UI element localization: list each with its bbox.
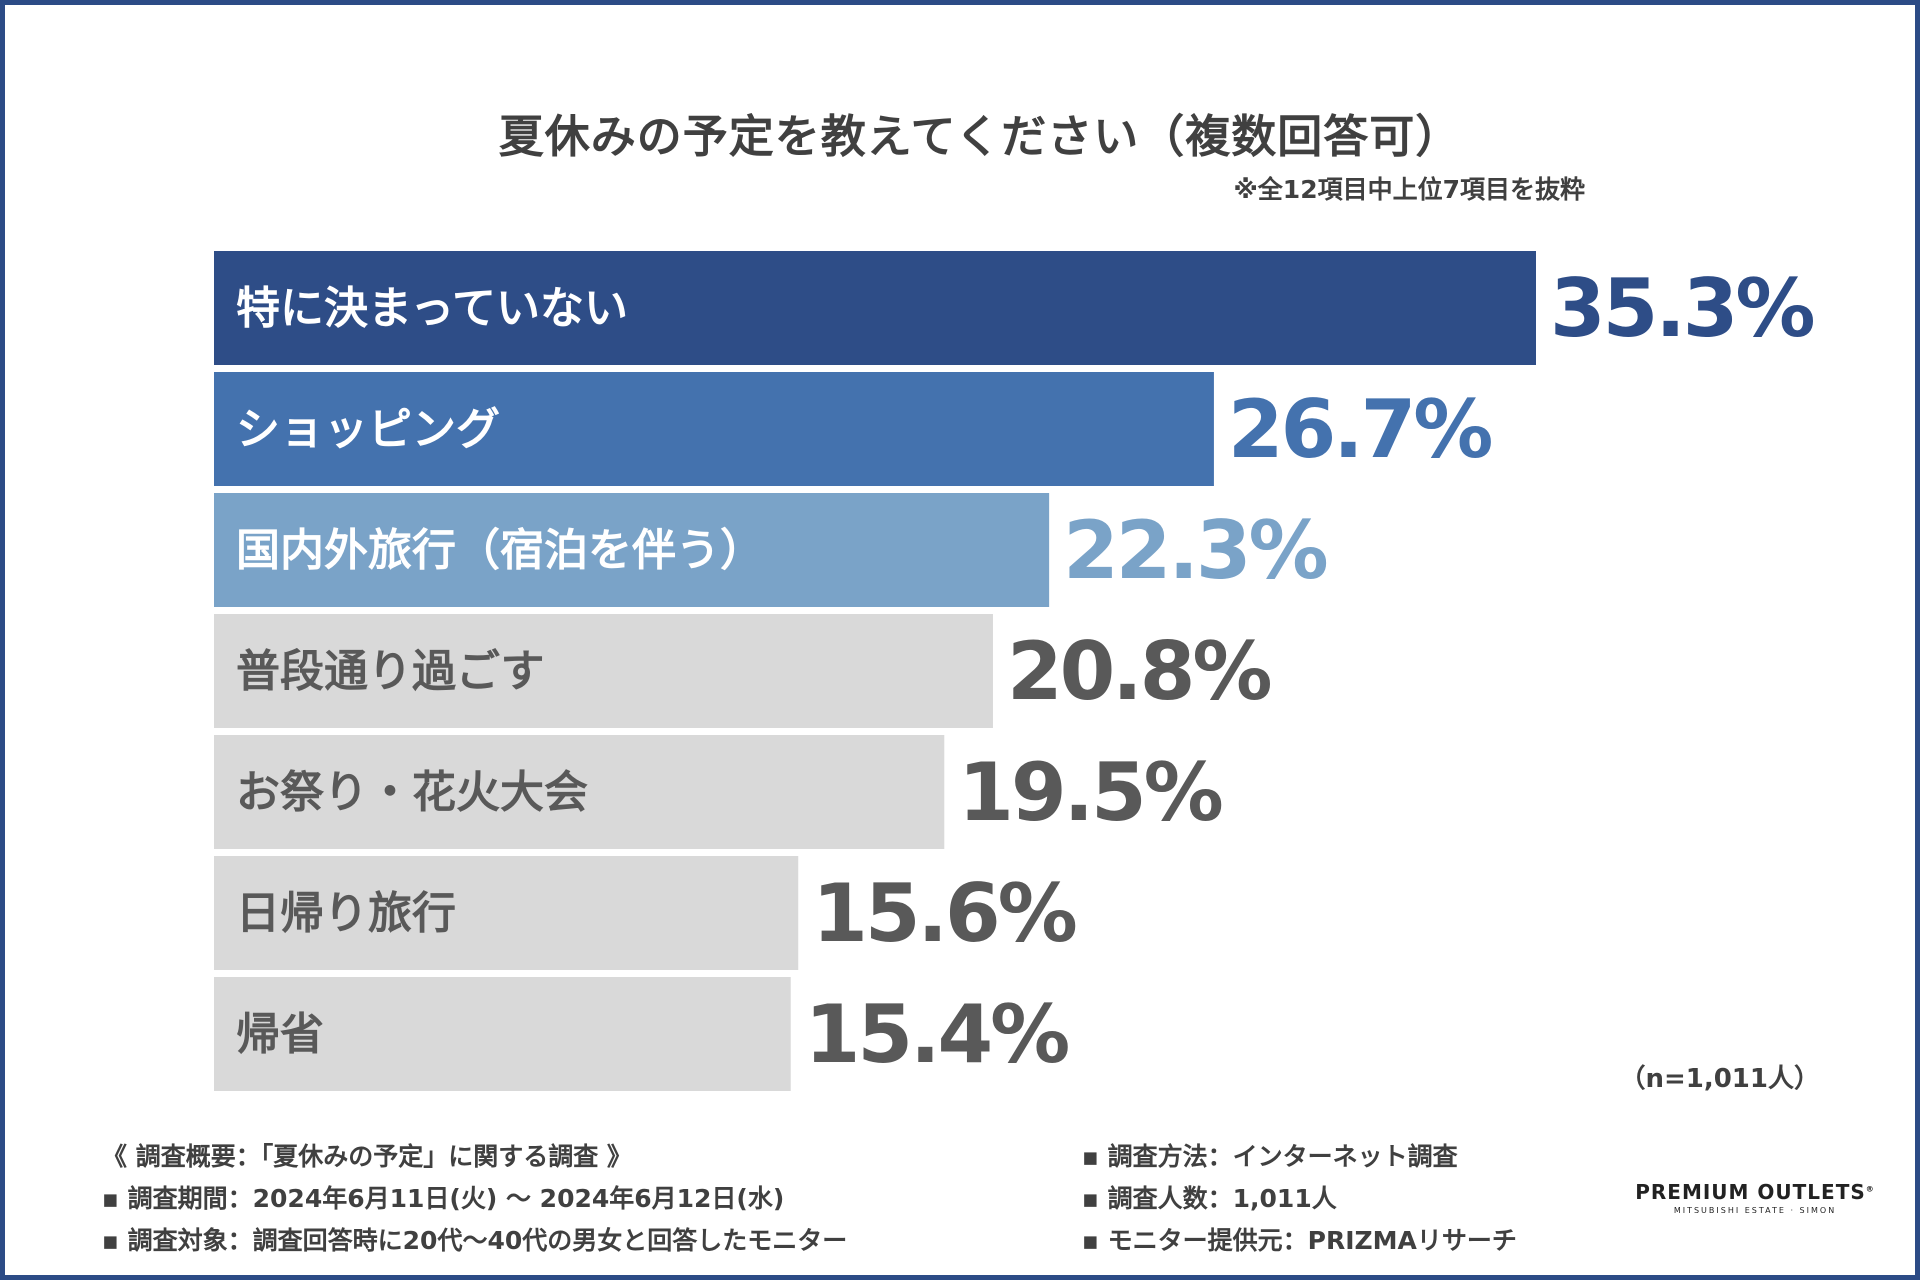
bar-value-label: 19.5% xyxy=(958,746,1221,839)
sample-size-label: （n=1,011人） xyxy=(1619,1064,1820,1094)
survey-method: ▪ 調査方法：インターネット調査 xyxy=(1082,1142,1458,1171)
bar-category-label: 普段通り過ごす xyxy=(236,646,544,697)
bar-category-label: お祭り・花火大会 xyxy=(236,767,588,818)
survey-info-right: ▪ 調査方法：インターネット調査 ▪ 調査人数：1,011人 ▪ モニター提供元… xyxy=(1082,1136,1517,1262)
bar-4 xyxy=(214,735,945,849)
survey-period: ▪ 調査期間：2024年6月11日(火) ～ 2024年6月12日(水) xyxy=(102,1184,785,1213)
logo-subtext: MITSUBISHI ESTATE · SIMON xyxy=(1673,1206,1837,1215)
logo-registered-mark: ® xyxy=(1865,1184,1875,1194)
bar-value-label: 15.6% xyxy=(812,867,1075,960)
chart-subtitle: ※全12項目中上位7項目を抜粋 xyxy=(1233,175,1586,204)
bar-5 xyxy=(214,856,799,970)
logo-text: PREMIUM OUTLETS xyxy=(1635,1180,1866,1204)
bar-value-label: 26.7% xyxy=(1228,383,1491,476)
bar-0 xyxy=(214,251,1536,365)
bar-2 xyxy=(214,493,1050,607)
bar-category-label: ショッピング xyxy=(236,404,500,455)
bar-category-label: 帰省 xyxy=(236,1009,324,1060)
bar-category-label: 日帰り旅行 xyxy=(236,888,456,939)
bar-value-label: 35.3% xyxy=(1550,262,1813,355)
bar-1 xyxy=(214,372,1214,486)
chart-title: 夏休みの予定を教えてください（複数回答可） xyxy=(498,110,1462,163)
bar-category-label: 特に決まっていない xyxy=(236,283,628,334)
bar-value-label: 20.8% xyxy=(1007,625,1270,718)
survey-target: ▪ 調査対象：調査回答時に20代～40代の男女と回答したモニター xyxy=(102,1226,848,1255)
bar-value-label: 22.3% xyxy=(1063,504,1326,597)
survey-info-left: 《 調査概要：「夏休みの予定」に関する調査 》 ▪ 調査期間：2024年6月11… xyxy=(102,1136,847,1262)
premium-outlets-logo: PREMIUM OUTLETS® MITSUBISHI ESTATE · SIM… xyxy=(1620,1180,1890,1215)
bar-3 xyxy=(214,614,993,728)
bar-category-label: 国内外旅行（宿泊を伴う） xyxy=(236,525,764,576)
survey-provider: ▪ モニター提供元：PRIZMAリサーチ xyxy=(1082,1226,1517,1255)
survey-heading: 《 調査概要：「夏休みの予定」に関する調査 》 xyxy=(102,1142,632,1171)
survey-count: ▪ 調査人数：1,011人 xyxy=(1082,1184,1337,1213)
bar-value-label: 15.4% xyxy=(805,988,1068,1081)
bar-6 xyxy=(214,977,791,1091)
